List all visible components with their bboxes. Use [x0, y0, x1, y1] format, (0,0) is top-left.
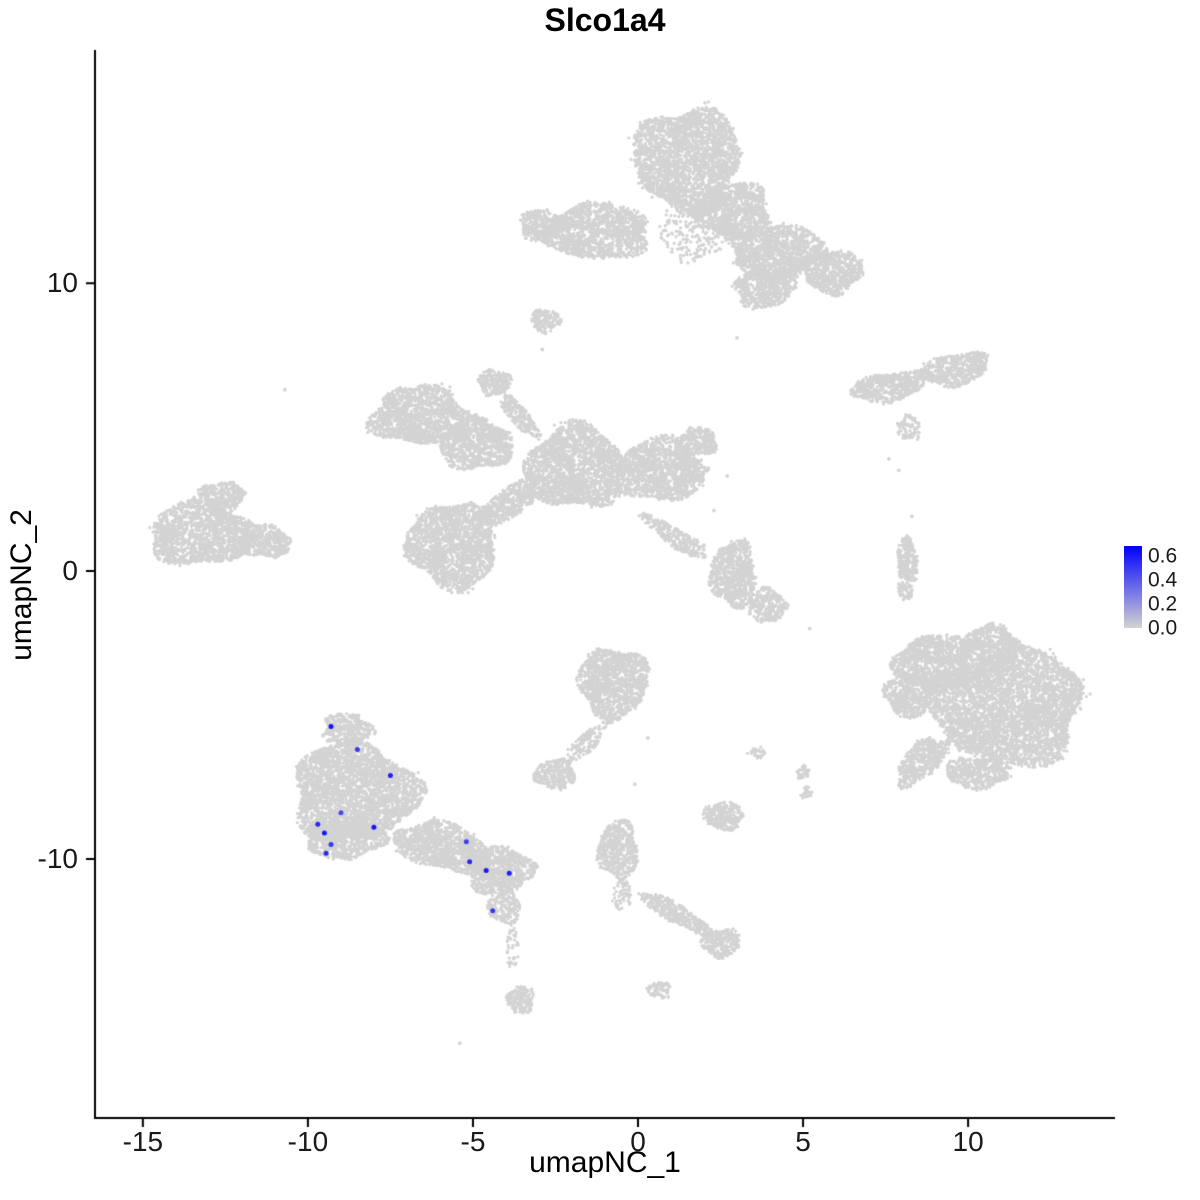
y-tick-label: -10 — [37, 842, 78, 874]
x-axis-title: umapNC_1 — [529, 1146, 681, 1179]
colorbar-tick-label: 0.0 — [1148, 616, 1178, 640]
x-tick-label: 5 — [795, 1126, 811, 1157]
colorbar-tick-label: 0.4 — [1148, 568, 1178, 592]
y-tick-label: 0 — [62, 555, 78, 587]
x-tick-label: -15 — [122, 1126, 164, 1157]
x-tick-label: 0 — [630, 1126, 646, 1157]
y-tick-label: 10 — [46, 267, 78, 299]
colorbar-tick-label: 0.2 — [1148, 592, 1178, 616]
x-tick-label: 10 — [952, 1126, 984, 1157]
x-tick-label: -10 — [287, 1126, 329, 1157]
colorbar-legend: 0.6 0.4 0.2 0.0 — [1124, 544, 1200, 640]
colorbar-gradient — [1124, 546, 1142, 628]
plot-title: Slco1a4 — [544, 2, 666, 38]
colorbar-tick-label: 0.6 — [1148, 544, 1178, 568]
x-tick-label: -5 — [460, 1126, 486, 1157]
